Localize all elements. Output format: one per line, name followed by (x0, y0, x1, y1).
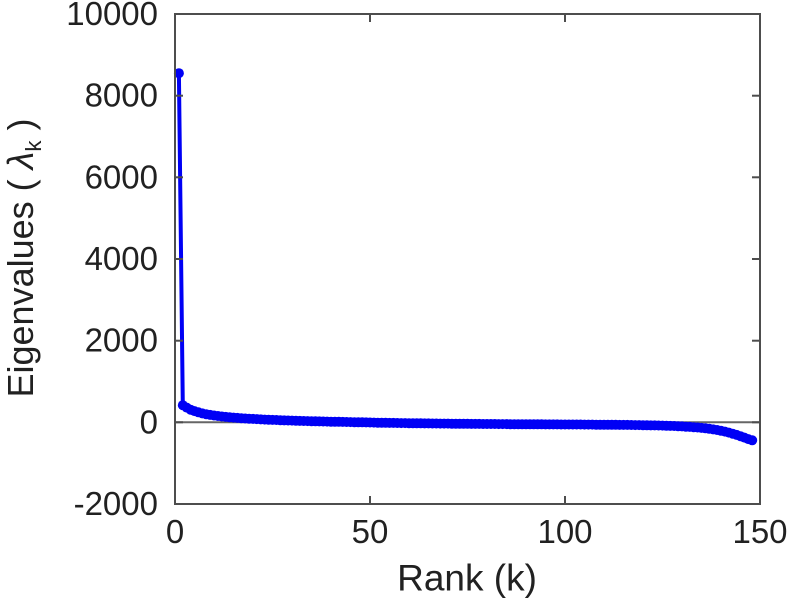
y-tick-label: 2000 (85, 322, 158, 359)
data-point-marker (747, 435, 758, 446)
lambda-symbol: λ (0, 151, 41, 170)
y-tick-label: 8000 (85, 77, 158, 114)
y-tick-label: 6000 (85, 158, 158, 195)
data-point-marker (173, 68, 184, 79)
x-tick-label: 150 (732, 513, 787, 550)
lambda-subscript: k (20, 140, 46, 152)
y-tick-label: 4000 (85, 240, 158, 277)
x-axis-label: Rank (k) (397, 557, 537, 599)
y-tick-label: -2000 (74, 485, 158, 522)
x-tick-label: 100 (537, 513, 592, 550)
y-axis-label-prefix: Eigenvalues ( (0, 169, 41, 398)
y-axis-label-suffix: ) (0, 118, 41, 141)
x-tick-label: 50 (352, 513, 389, 550)
x-tick-label: 0 (166, 513, 184, 550)
y-tick-label: 10000 (66, 0, 158, 32)
y-tick-label: 0 (140, 403, 158, 440)
y-axis-label: Eigenvalues ( λk ) (0, 118, 46, 398)
series-line (176, 71, 755, 443)
